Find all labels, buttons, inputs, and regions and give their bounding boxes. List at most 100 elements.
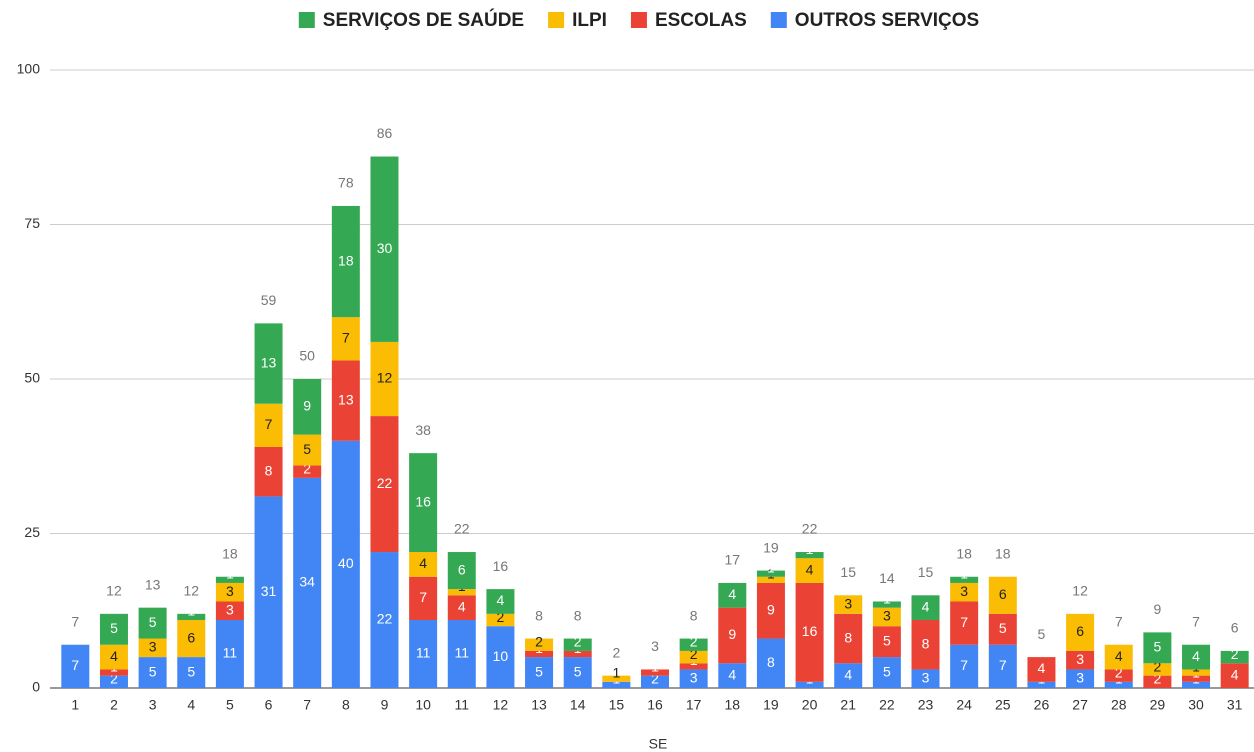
segment-label: 6 (1076, 623, 1084, 639)
segment-label: 11 (223, 645, 238, 661)
total-label: 22 (802, 521, 818, 537)
segment-label: 4 (1115, 648, 1123, 664)
segment-label: 3 (690, 669, 698, 685)
segment-label: 34 (299, 574, 315, 590)
bar-segment (525, 638, 554, 651)
segment-label: 5 (574, 663, 582, 679)
x-tick-label: 13 (531, 697, 547, 713)
segment-label: 5 (883, 632, 891, 648)
total-label: 14 (879, 570, 895, 586)
bar-segment (834, 595, 863, 614)
bar-segment (61, 644, 90, 688)
bar-segment (795, 558, 824, 583)
segment-label: 2 (690, 646, 698, 662)
bar-segment (215, 601, 244, 621)
bar-segment (641, 675, 669, 688)
segment-label: 5 (149, 614, 157, 630)
bar-segment (834, 613, 863, 664)
total-label: 59 (261, 292, 277, 308)
y-tick-label: 25 (24, 524, 40, 540)
bar-segment (293, 379, 322, 435)
total-label: 8 (574, 607, 582, 623)
x-tick-label: 15 (609, 697, 625, 713)
bar-segment (254, 403, 283, 447)
bar-segment (1182, 681, 1211, 688)
total-label: 18 (995, 545, 1011, 561)
segment-label: 5 (1153, 639, 1161, 655)
x-tick-label: 25 (995, 697, 1011, 713)
x-tick-label: 28 (1111, 697, 1127, 713)
x-tick-label: 11 (455, 697, 470, 713)
segment-label: 4 (1038, 660, 1046, 676)
x-tick-label: 7 (303, 697, 311, 713)
segment-label: 8 (265, 462, 273, 478)
bar-segment (679, 650, 708, 664)
bar-segment (911, 620, 940, 670)
bar-segment (1104, 644, 1133, 670)
bar-segment (525, 657, 554, 688)
bar-segment (486, 589, 515, 614)
bar-segment (331, 360, 360, 441)
legend-label: OUTROS SERVIÇOS (795, 10, 979, 31)
bar-segment (795, 552, 824, 559)
bar-segment (756, 576, 785, 583)
bar-segment (447, 620, 476, 688)
segment-label: 4 (497, 592, 505, 608)
bar-segment (988, 644, 1017, 688)
bar-segment (447, 595, 476, 621)
total-label: 18 (222, 545, 238, 561)
y-tick-label: 100 (17, 61, 41, 77)
x-tick-label: 19 (763, 697, 779, 713)
bar-segment (563, 638, 592, 651)
total-label: 12 (106, 583, 122, 599)
x-tick-label: 16 (647, 697, 663, 713)
segment-label: 7 (999, 657, 1007, 673)
x-tick-label: 4 (187, 697, 195, 713)
segment-label: 11 (416, 645, 431, 661)
legend-swatch (630, 12, 647, 28)
segment-label: 3 (1076, 651, 1084, 667)
segment-label: 12 (377, 370, 393, 386)
bar-segment (1220, 650, 1249, 664)
total-label: 19 (763, 539, 779, 555)
segment-label: 31 (261, 583, 277, 599)
segment-label: 1 (806, 541, 814, 557)
legend-label: ESCOLAS (655, 10, 747, 31)
bar-segment (756, 570, 785, 577)
x-tick-label: 29 (1150, 697, 1166, 713)
bar-segment (1104, 669, 1133, 682)
bar-segment (718, 582, 747, 608)
segment-label: 3 (960, 583, 968, 599)
segment-label: 2 (574, 634, 582, 650)
segment-label: 7 (419, 589, 427, 605)
bar-segment (293, 465, 322, 478)
x-tick-label: 17 (686, 697, 702, 713)
y-tick-label: 0 (32, 679, 40, 695)
x-tick-label: 18 (725, 697, 741, 713)
segment-label: 2 (497, 609, 505, 625)
x-tick-label: 26 (1034, 697, 1050, 713)
bar-segment (1143, 663, 1172, 676)
segment-label: 30 (377, 240, 393, 256)
segment-label: 7 (265, 416, 273, 432)
segment-label: 3 (922, 669, 930, 685)
x-tick-label: 22 (879, 697, 895, 713)
segment-label: 8 (844, 629, 852, 645)
bar-segment (138, 607, 167, 639)
segment-label: 4 (1192, 648, 1200, 664)
segment-label: 6 (999, 586, 1007, 602)
bar-segment (756, 638, 785, 688)
bar-segment (718, 607, 747, 664)
bar-segment (525, 650, 554, 658)
segment-label: 5 (999, 620, 1007, 636)
segment-label: 2 (303, 461, 311, 477)
segment-label: 2 (1231, 646, 1239, 662)
segment-label: 4 (806, 561, 814, 577)
total-label: 16 (493, 558, 509, 574)
bar-segment (99, 613, 128, 645)
bar-segment (99, 644, 128, 670)
x-tick-label: 24 (956, 697, 972, 713)
total-label: 38 (415, 422, 431, 438)
segment-label: 9 (728, 626, 736, 642)
bar-segment (950, 582, 979, 602)
